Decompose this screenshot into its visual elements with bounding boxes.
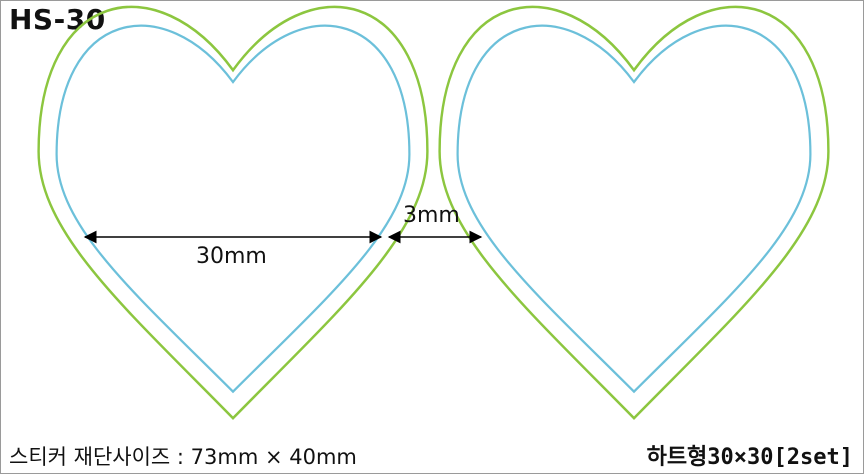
left-heart [37, 5, 429, 420]
right-heart [438, 5, 830, 420]
shape-name-caption: 하트형30×30[2set] [646, 445, 853, 470]
right-heart-cut-line [438, 5, 830, 420]
left-heart-cut-line [37, 5, 429, 420]
right-heart-print-line [456, 24, 812, 393]
gap-dimension-label: 3mm [403, 203, 460, 228]
width-dimension-label: 30mm [196, 244, 267, 269]
left-heart-print-line [55, 24, 411, 393]
cut-size-caption: 스티커 재단사이즈 : 73mm × 40mm [9, 445, 357, 469]
